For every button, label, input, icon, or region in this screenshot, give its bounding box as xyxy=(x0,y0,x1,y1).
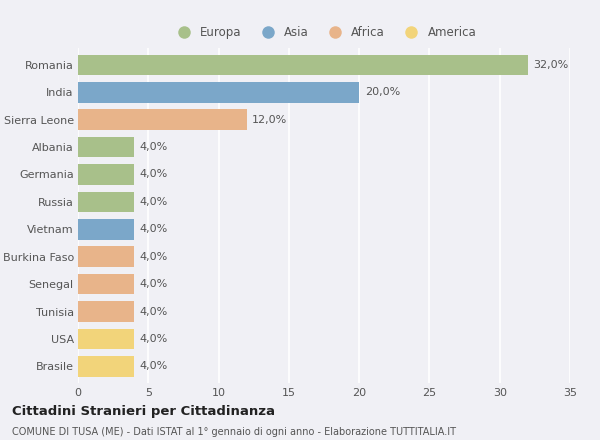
Text: 20,0%: 20,0% xyxy=(365,87,400,97)
Bar xyxy=(78,164,134,185)
Text: 4,0%: 4,0% xyxy=(140,142,168,152)
Bar xyxy=(78,274,134,294)
Text: 4,0%: 4,0% xyxy=(140,307,168,316)
Bar xyxy=(78,110,247,130)
Bar xyxy=(78,329,134,349)
Text: 4,0%: 4,0% xyxy=(140,279,168,289)
Text: COMUNE DI TUSA (ME) - Dati ISTAT al 1° gennaio di ogni anno - Elaborazione TUTTI: COMUNE DI TUSA (ME) - Dati ISTAT al 1° g… xyxy=(12,427,456,437)
Bar xyxy=(78,191,134,212)
Bar xyxy=(78,219,134,240)
Bar xyxy=(78,356,134,377)
Text: 4,0%: 4,0% xyxy=(140,334,168,344)
Legend: Europa, Asia, Africa, America: Europa, Asia, Africa, America xyxy=(172,26,476,39)
Text: 4,0%: 4,0% xyxy=(140,169,168,180)
Text: 4,0%: 4,0% xyxy=(140,224,168,235)
Bar xyxy=(78,246,134,267)
Text: 4,0%: 4,0% xyxy=(140,252,168,262)
Bar xyxy=(78,82,359,103)
Text: Cittadini Stranieri per Cittadinanza: Cittadini Stranieri per Cittadinanza xyxy=(12,405,275,418)
Bar xyxy=(78,301,134,322)
Bar xyxy=(78,137,134,158)
Text: 12,0%: 12,0% xyxy=(253,115,287,125)
Text: 4,0%: 4,0% xyxy=(140,197,168,207)
Bar xyxy=(78,55,528,75)
Text: 32,0%: 32,0% xyxy=(533,60,569,70)
Text: 4,0%: 4,0% xyxy=(140,361,168,371)
